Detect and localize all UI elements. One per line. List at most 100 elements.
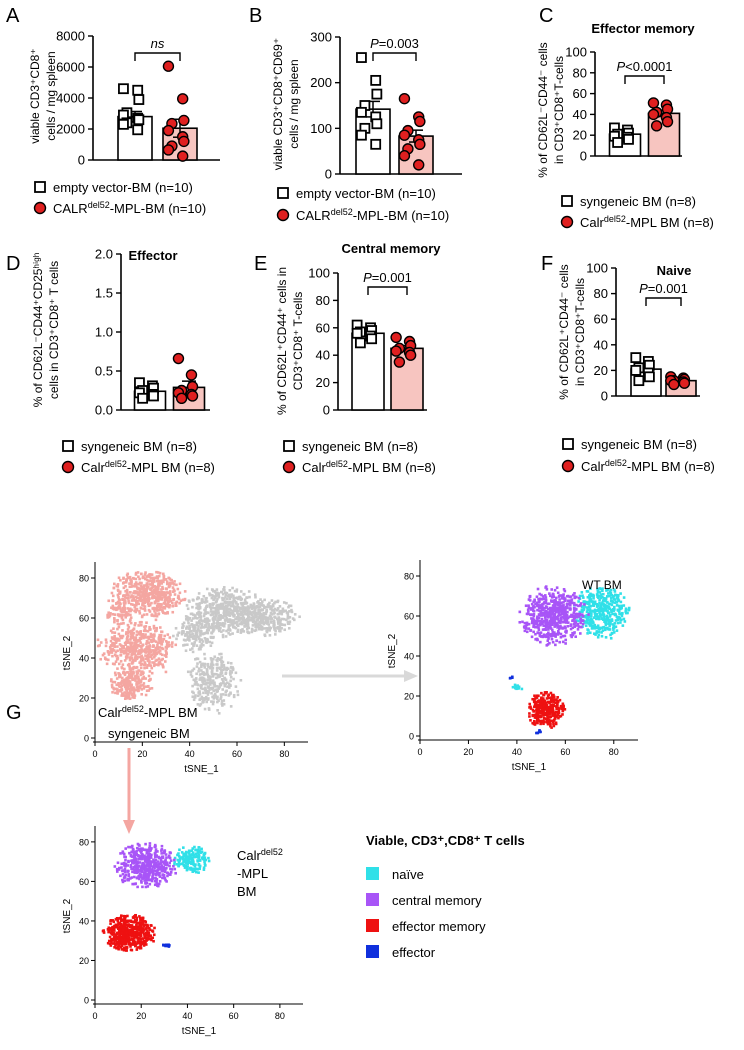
legend-marker-control: [561, 195, 573, 207]
cell-point: [215, 611, 219, 615]
cell-point: [142, 649, 145, 653]
cell-point: [601, 601, 604, 604]
cell-point: [128, 662, 131, 666]
cell-point: [217, 595, 221, 599]
cell-point: [207, 665, 210, 669]
cell-point: [597, 616, 600, 620]
cell-point: [244, 602, 248, 605]
cell-point: [139, 584, 143, 587]
cell-point: [270, 617, 274, 620]
cell-point: [150, 686, 154, 690]
cell-point: [222, 623, 225, 626]
cell-point: [221, 681, 225, 685]
cell-point: [141, 670, 144, 673]
cell-point: [240, 607, 244, 610]
cell-point: [549, 613, 552, 616]
cell-point: [141, 592, 144, 595]
cell-point: [612, 609, 616, 612]
cell-point: [131, 678, 134, 682]
cell-point: [135, 657, 139, 661]
cell-point: [157, 574, 161, 578]
cell-point: [547, 628, 550, 631]
cell-point: [132, 591, 135, 595]
cell-point: [142, 585, 145, 589]
cell-point: [143, 661, 147, 664]
cell-point: [207, 859, 211, 863]
cell-point: [142, 636, 145, 640]
cell-point: [186, 857, 189, 861]
cell-point: [201, 640, 205, 643]
cell-point: [143, 920, 147, 923]
cell-point: [231, 668, 235, 672]
cell-point: [126, 682, 129, 686]
cell-point: [231, 621, 234, 625]
cell-point: [172, 588, 176, 592]
cell-point: [156, 576, 160, 580]
cell-point: [200, 856, 204, 860]
cell-point: [148, 871, 152, 874]
p-value: =0.003: [379, 36, 419, 51]
significance-bracket: [134, 52, 181, 61]
cell-point: [166, 641, 169, 645]
cell-point: [202, 619, 205, 623]
cell-point: [137, 575, 140, 579]
cell-point: [165, 863, 168, 866]
cell-point: [156, 571, 160, 574]
cell-point: [104, 644, 108, 648]
cell-point: [161, 873, 165, 877]
cell-point: [557, 631, 560, 635]
cell-point: [195, 672, 198, 676]
cell-point: [535, 694, 539, 698]
cell-point: [228, 597, 232, 601]
legend-text: -MPL BM (n=8): [626, 215, 714, 230]
cell-point: [534, 602, 538, 606]
cell-point: [249, 612, 253, 616]
cell-point: [541, 708, 544, 712]
cell-point: [572, 611, 576, 615]
cell-point: [220, 668, 223, 672]
cell-point: [607, 611, 611, 615]
cell-point: [245, 609, 249, 613]
cell-point: [223, 588, 226, 592]
data-point-control: [118, 118, 129, 130]
cell-point: [559, 625, 562, 628]
cell-point: [222, 702, 226, 706]
cell-point: [535, 731, 538, 735]
cell-point: [133, 875, 136, 879]
cell-point: [547, 631, 550, 635]
cell-point: [214, 601, 218, 604]
cell-point: [610, 631, 614, 635]
cell-point: [111, 594, 115, 598]
cell-point: [196, 860, 200, 863]
cell-point: [152, 869, 156, 872]
cell-point: [111, 680, 115, 684]
cell-point: [558, 605, 561, 609]
x-tick-label: 60: [560, 747, 570, 757]
cell-point: [529, 718, 532, 722]
cell-point: [209, 683, 212, 686]
cell-point: [539, 631, 543, 634]
cell-point: [154, 873, 158, 877]
cell-point: [191, 625, 194, 628]
cell-point: [604, 598, 607, 601]
cluster-effector-memory: [528, 690, 567, 729]
cell-point: [135, 601, 138, 605]
cell-point: [250, 607, 254, 610]
cell-point: [128, 630, 131, 634]
y-tick-label: 60: [573, 86, 587, 101]
cell-point: [196, 662, 199, 665]
cell-point: [117, 632, 121, 636]
cell-point: [280, 623, 283, 626]
cell-point: [619, 621, 622, 624]
cell-point: [235, 607, 238, 611]
cell-point: [229, 669, 232, 673]
cell-point: [541, 712, 545, 716]
cell-point: [521, 620, 524, 624]
cell-point: [572, 631, 576, 635]
cell-point: [120, 688, 124, 691]
cell-point: [149, 862, 153, 866]
cell-point: [121, 869, 124, 873]
cell-point: [137, 682, 141, 685]
cell-point: [131, 662, 134, 665]
